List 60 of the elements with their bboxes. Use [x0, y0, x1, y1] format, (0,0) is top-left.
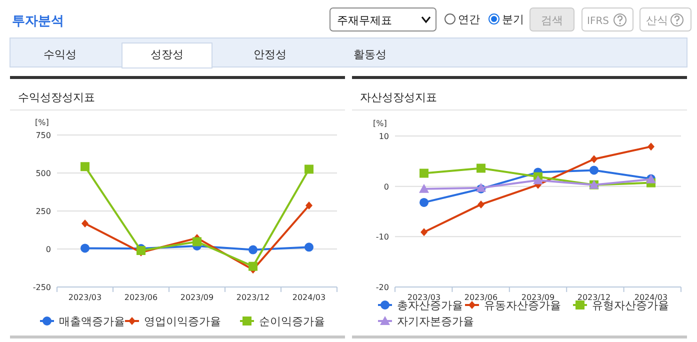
point	[648, 142, 654, 151]
point	[82, 219, 88, 228]
text: 주재무제표	[337, 14, 392, 27]
text: 검색	[541, 14, 563, 27]
text: 안정성	[254, 48, 286, 61]
x-tick-label: 2024/03	[634, 293, 668, 302]
text: 투자분석	[12, 14, 64, 29]
y-tick-label: -250	[32, 283, 51, 292]
x-tick-label: 2023/06	[464, 293, 498, 302]
text: 성장성	[150, 48, 184, 61]
y-axis-title: [%]	[35, 118, 49, 127]
point	[590, 155, 598, 164]
y-tick-label: 10	[378, 132, 389, 141]
point	[248, 245, 258, 254]
text: 분기	[502, 13, 524, 26]
y-tick-label: 750	[36, 131, 51, 140]
legend-label: 총자산증가율	[397, 299, 463, 312]
point	[80, 162, 90, 172]
x-tick-label: 2023/03	[407, 293, 441, 302]
text: 연간	[458, 13, 480, 26]
x-tick-label: 2023/06	[124, 293, 158, 302]
text: 활동성	[354, 48, 386, 61]
x-tick-label: 2023/03	[68, 293, 102, 302]
text: IFRS	[587, 16, 609, 27]
legend-label: 순이익증가율	[259, 315, 325, 328]
x-tick-label: 2024/03	[292, 293, 326, 302]
legend-label: 유동자산증가율	[484, 299, 561, 312]
point	[80, 244, 90, 253]
point	[533, 175, 543, 184]
y-tick-label: -10	[376, 232, 389, 242]
x-tick-label: 2023/12	[577, 293, 611, 302]
legend-label: 매출액증가율	[59, 315, 125, 328]
point	[304, 164, 314, 174]
y-tick-label: 500	[36, 169, 51, 178]
x-tick-label: 2023/09	[180, 293, 214, 302]
point	[192, 237, 202, 246]
legend-label: 영업이익증가율	[144, 315, 221, 328]
point	[590, 166, 598, 175]
y-tick-label: 0	[384, 182, 389, 192]
point	[420, 228, 428, 236]
y-tick-label: 250	[36, 207, 51, 216]
y-tick-label: -20	[376, 283, 389, 292]
legend-label: 자기자본증가율	[397, 315, 474, 328]
legend-label: 유형자산증가율	[592, 299, 669, 312]
point	[419, 184, 429, 193]
x-tick-label: 2023/09	[521, 293, 555, 302]
y-axis-title: [%]	[373, 119, 387, 128]
point	[306, 202, 312, 210]
point	[476, 164, 486, 173]
text: 수익성	[44, 48, 76, 61]
point	[478, 200, 484, 208]
chart-title: 수익성장성지표	[18, 91, 95, 104]
text: 산식	[646, 14, 668, 27]
x-tick-label: 2023/12	[236, 293, 270, 302]
point	[248, 262, 258, 271]
point	[304, 242, 314, 252]
point	[420, 168, 428, 178]
point	[420, 198, 428, 207]
chart-title: 자산성장성지표	[360, 91, 437, 104]
y-tick-label: 0	[46, 245, 51, 254]
